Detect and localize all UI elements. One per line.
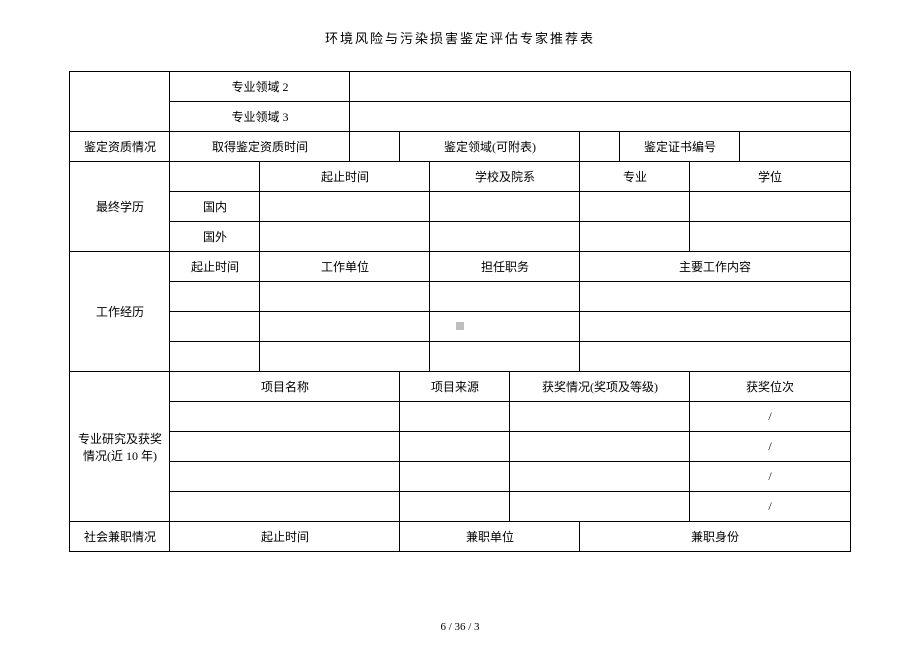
cell [260,282,430,312]
cell [260,192,430,222]
cell-work-content: 主要工作内容 [580,252,850,282]
cell-research-source: 项目来源 [400,372,510,402]
cell-parttime-label: 社会兼职情况 [70,522,170,552]
document-title: 环境风险与污染损害鉴定评估专家推荐表 [0,28,920,47]
cell-specialty2-label: 专业领域 2 [170,72,350,102]
cell [400,492,510,522]
cell-research-award: 获奖情况(奖项及等级) [510,372,690,402]
cell-slash: / [690,432,850,462]
cell [170,432,400,462]
cell [400,462,510,492]
cell-parttime-period: 起止时间 [170,522,400,552]
cell [580,342,850,372]
cell [580,282,850,312]
cell-edu-period: 起止时间 [260,162,430,192]
cell [170,402,400,432]
cell [400,432,510,462]
cell-edu-blank [170,162,260,192]
cell-qual-cert-value [740,132,850,162]
cell [510,432,690,462]
cell-edu-degree: 学位 [690,162,850,192]
page: 环境风险与污染损害鉴定评估专家推荐表 专业领域 2 专业领域 3 [0,0,920,651]
form-table: 专业领域 2 专业领域 3 鉴定资质情况 取得鉴定资质时间 鉴定领域(可附表) … [69,71,850,552]
cell [260,222,430,252]
cell-research-name: 项目名称 [170,372,400,402]
cell-specialty3-value [350,102,850,132]
cell [260,342,430,372]
cell-work-label: 工作经历 [70,252,170,372]
cell-edu-abroad: 国外 [170,222,260,252]
cell [430,192,580,222]
cell-slash: / [690,462,850,492]
cell [170,312,260,342]
cell-qual-time-value [350,132,400,162]
cell [170,492,400,522]
cell-qualification-label: 鉴定资质情况 [70,132,170,162]
cell-slash: / [690,402,850,432]
cell-work-position: 担任职务 [430,252,580,282]
cell-education-label: 最终学历 [70,162,170,252]
cell [400,402,510,432]
watermark-icon [456,322,464,330]
cell [430,222,580,252]
cell [580,222,690,252]
cell-qual-field-value [580,132,620,162]
cell [260,312,430,342]
cell [430,312,580,342]
cell-edu-school: 学校及院系 [430,162,580,192]
cell-research-rank: 获奖位次 [690,372,850,402]
cell-blank [70,72,170,132]
cell-edu-major: 专业 [580,162,690,192]
cell-qual-cert-label: 鉴定证书编号 [620,132,740,162]
cell [510,462,690,492]
cell-slash: / [690,492,850,522]
cell [430,342,580,372]
page-footer: 6 / 36 / 3 [0,621,920,633]
cell [580,312,850,342]
cell-parttime-role: 兼职身份 [580,522,850,552]
cell-work-unit: 工作单位 [260,252,430,282]
cell-edu-domestic: 国内 [170,192,260,222]
cell [510,492,690,522]
cell-specialty2-value [350,72,850,102]
cell [170,342,260,372]
cell-qual-time-label: 取得鉴定资质时间 [170,132,350,162]
cell [170,282,260,312]
cell [580,192,690,222]
cell [510,402,690,432]
cell [430,282,580,312]
cell-parttime-unit: 兼职单位 [400,522,580,552]
cell-specialty3-label: 专业领域 3 [170,102,350,132]
cell [690,192,850,222]
cell-work-period: 起止时间 [170,252,260,282]
cell-research-label: 专业研究及获奖情况(近 10 年) [70,372,170,522]
cell-qual-field-label: 鉴定领域(可附表) [400,132,580,162]
cell [170,462,400,492]
cell [690,222,850,252]
